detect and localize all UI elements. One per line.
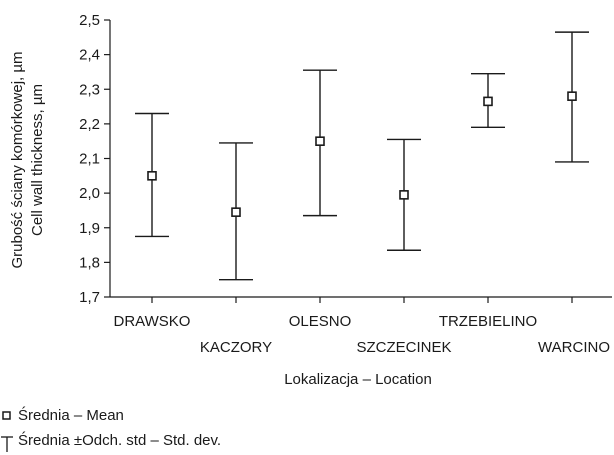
y-axis-title-line1: Grubość ściany komórkowej, µm [9, 51, 26, 268]
legend: Średnia – Mean Średnia ±Odch. std – Std.… [1, 406, 221, 452]
legend-sd-label: Średnia ±Odch. std – Std. dev. [18, 431, 221, 449]
mean-point [315, 136, 325, 146]
y-tick-label: 2,3 [79, 81, 100, 98]
plot-area [135, 31, 589, 303]
x-tick-label: DRAWSKO [114, 313, 191, 330]
y-tick-label: 2,5 [79, 12, 100, 29]
mean-point [399, 190, 409, 200]
y-tick-label: 1,9 [79, 220, 100, 237]
y-tick-label: 2,2 [79, 116, 100, 133]
y-axis-title-line2: Cell wall thickness, µm [29, 84, 46, 236]
mean-point [567, 91, 577, 101]
mean-point [483, 96, 493, 107]
y-tick-label: 1,8 [79, 254, 100, 271]
legend-mean-marker [2, 411, 11, 420]
mean-point [147, 171, 157, 181]
y-tick-label: 2,1 [79, 151, 100, 168]
x-tick-label: TRZEBIELINO [439, 313, 537, 330]
mean-point [231, 207, 241, 217]
x-tick-label: SZCZECINEK [356, 339, 451, 356]
x-tick-label: OLESNO [289, 313, 352, 330]
y-tick-label: 1,7 [79, 289, 100, 306]
x-tick-label: KACZORY [200, 339, 272, 356]
x-axis-title: Lokalizacja – Location [284, 371, 432, 388]
y-axis: 1,7 1,8 1,9 2,0 2,1 2,2 2,3 2,4 2,5 [79, 12, 110, 306]
y-tick-label: 2,4 [79, 47, 100, 64]
y-axis-title: Grubość ściany komórkowej, µm Cell wall … [9, 51, 46, 268]
legend-mean-label: Średnia – Mean [18, 406, 124, 424]
x-tick-label: WARCINO [538, 339, 610, 356]
y-tick-label: 2,0 [79, 185, 100, 202]
